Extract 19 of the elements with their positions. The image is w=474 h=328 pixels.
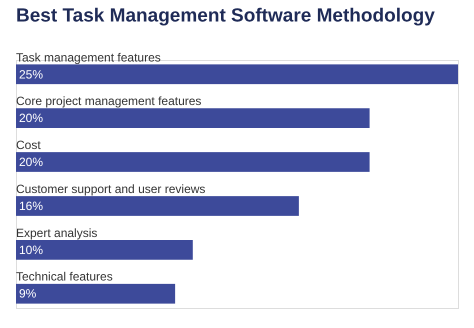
y-tick-label: Technical features [16,270,113,284]
data-label: 25% [19,67,44,82]
y-tick-label: Core project management features [16,94,202,108]
y-tick-label: Task management features [16,50,161,64]
data-label: 10% [19,242,44,257]
bar [16,108,370,128]
bar [16,240,193,260]
bar [16,284,176,304]
data-label: 9% [19,286,37,301]
bar [16,64,458,84]
y-tick-label: Cost [16,138,42,152]
chart-title: Best Task Management Software Methodology [16,5,436,26]
bar [16,196,299,216]
data-label: 20% [19,111,44,126]
data-label: 16% [19,198,44,213]
y-tick-label: Customer support and user reviews [16,182,206,196]
bar [16,152,370,172]
y-tick-label: Expert analysis [16,226,98,240]
data-label: 20% [19,155,44,170]
